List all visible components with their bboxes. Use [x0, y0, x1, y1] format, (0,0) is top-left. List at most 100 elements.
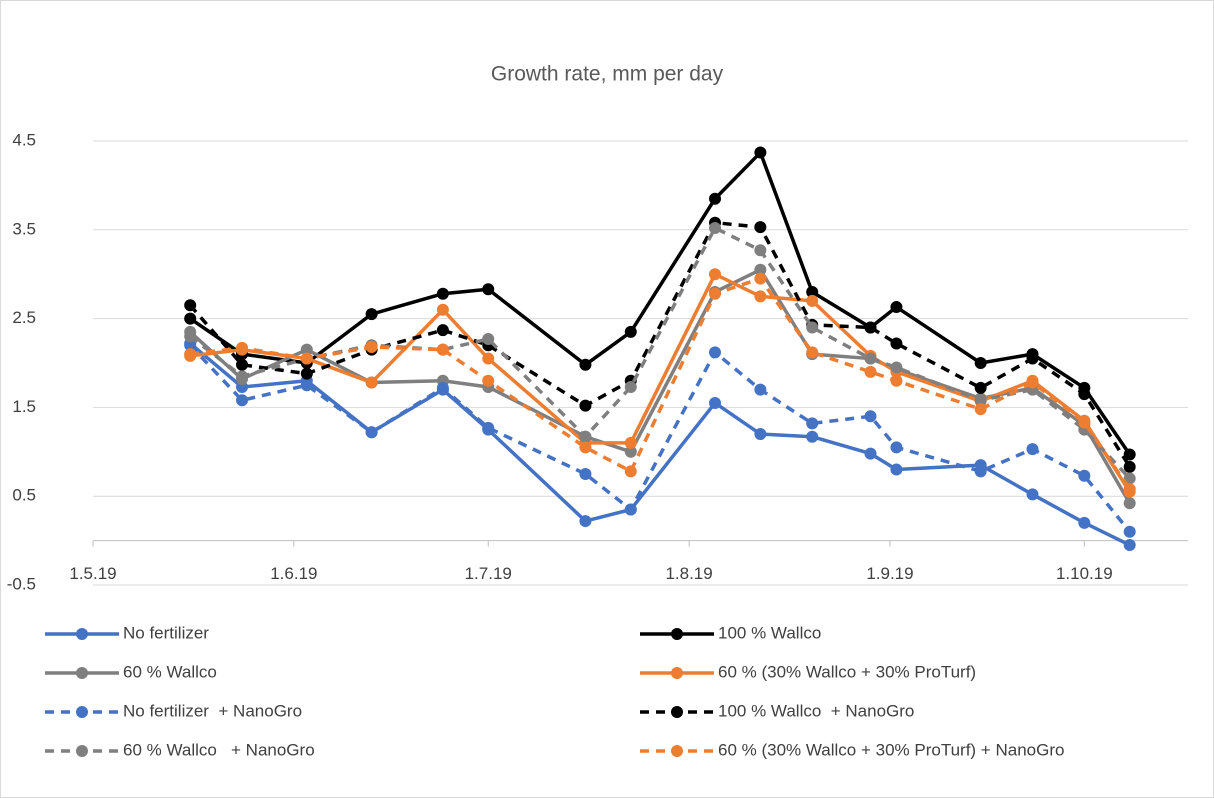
x-tick-label: 1.8.19	[665, 564, 712, 583]
data-point	[624, 503, 637, 516]
data-point	[806, 294, 819, 307]
data-point	[482, 421, 495, 434]
data-point	[300, 367, 313, 380]
data-point	[184, 330, 197, 343]
data-point	[482, 333, 495, 346]
x-tick-label: 1.7.19	[465, 564, 512, 583]
data-point	[754, 272, 767, 285]
data-point	[184, 312, 197, 325]
data-point	[184, 339, 197, 352]
data-point	[974, 357, 987, 369]
data-point	[709, 192, 722, 205]
data-point	[806, 285, 819, 298]
data-point	[1123, 497, 1136, 510]
y-tick-label: 0.5	[12, 486, 36, 505]
data-point	[579, 468, 592, 480]
data-point	[365, 341, 378, 354]
data-point	[890, 361, 903, 374]
data-point	[890, 441, 903, 454]
legend-marker	[76, 628, 88, 640]
data-point	[1026, 488, 1039, 501]
data-point	[436, 324, 449, 337]
data-point	[709, 396, 722, 409]
data-point	[624, 380, 637, 393]
data-point	[1078, 416, 1091, 429]
data-point	[236, 370, 249, 383]
data-point	[806, 430, 819, 443]
data-point	[754, 221, 767, 234]
x-tick-label: 1.10.19	[1056, 564, 1113, 583]
data-point	[365, 308, 378, 321]
data-point	[184, 348, 197, 361]
data-point	[236, 358, 249, 371]
x-tick-label: 1.6.19	[270, 564, 317, 583]
data-point	[1123, 525, 1136, 538]
data-point	[754, 428, 767, 441]
data-point	[864, 321, 877, 334]
data-point	[579, 358, 592, 371]
data-point	[436, 343, 449, 356]
data-point	[864, 410, 877, 423]
chart-title: Growth rate, mm per day	[491, 63, 724, 86]
y-tick-label: 2.5	[12, 308, 36, 327]
legend-marker	[671, 628, 683, 640]
data-point	[624, 465, 637, 478]
x-tick-label: 1.9.19	[866, 564, 913, 583]
data-point	[624, 436, 637, 449]
data-point	[579, 515, 592, 528]
data-point	[974, 394, 987, 407]
data-point	[709, 287, 722, 300]
data-point	[754, 263, 767, 276]
data-point	[709, 346, 722, 359]
legend-marker	[671, 745, 683, 757]
data-point	[806, 417, 819, 430]
legend-label: 60 % Wallco + NanoGro	[123, 740, 315, 759]
y-tick-label: 3.5	[12, 219, 36, 238]
data-point	[236, 341, 249, 354]
data-point	[890, 374, 903, 387]
data-point	[1078, 516, 1091, 529]
legend-marker	[671, 706, 683, 718]
data-point	[579, 430, 592, 443]
data-point	[1026, 443, 1039, 456]
data-point	[482, 283, 495, 296]
legend-label: No fertilizer	[123, 623, 209, 642]
data-point	[436, 303, 449, 316]
data-point	[864, 365, 877, 378]
data-point	[184, 299, 197, 312]
legend-label: 100 % Wallco	[718, 623, 821, 642]
data-point	[1123, 448, 1136, 461]
y-tick-label: 1.5	[12, 397, 36, 416]
data-point	[864, 447, 877, 460]
data-point	[890, 301, 903, 314]
legend-label: 100 % Wallco + NanoGro	[718, 701, 914, 720]
data-point	[1123, 472, 1136, 485]
data-point	[1026, 352, 1039, 365]
data-point	[974, 381, 987, 394]
data-point	[300, 352, 313, 365]
data-point	[579, 399, 592, 412]
data-point	[300, 343, 313, 356]
data-point	[365, 426, 378, 439]
y-tick-label: 4.5	[12, 130, 36, 149]
data-point	[709, 268, 722, 281]
data-point	[624, 325, 637, 338]
data-point	[1078, 469, 1091, 482]
data-point	[1078, 388, 1091, 401]
data-point	[300, 379, 313, 392]
legend-marker	[76, 706, 88, 718]
data-point	[974, 465, 987, 478]
data-point	[1123, 483, 1136, 496]
data-point	[482, 352, 495, 365]
data-point	[236, 394, 249, 407]
data-point	[1026, 376, 1039, 389]
data-point	[579, 441, 592, 454]
data-point	[806, 321, 819, 334]
data-point	[974, 403, 987, 416]
legend-marker	[76, 745, 88, 757]
data-point	[754, 383, 767, 396]
legend-label: 60 % (30% Wallco + 30% ProTurf) + NanoGr…	[718, 740, 1064, 759]
y-tick-label: -0.5	[7, 574, 36, 593]
data-point	[624, 445, 637, 458]
x-tick-label: 1.5.19	[69, 564, 116, 583]
